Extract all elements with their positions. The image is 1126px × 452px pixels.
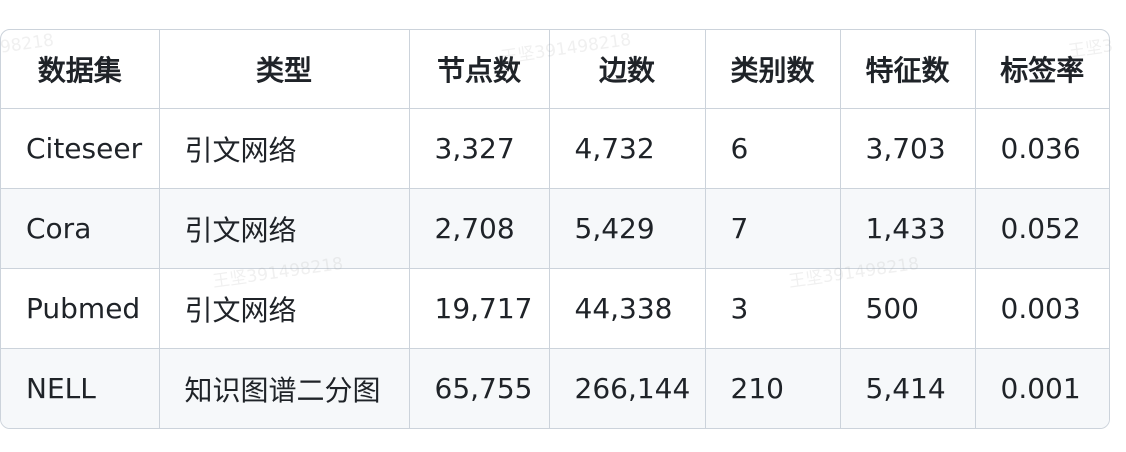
cell-features: 5,414 xyxy=(840,348,976,428)
cell-dataset: Cora xyxy=(1,188,160,269)
table-row: Cora 引文网络 2,708 5,429 7 1,433 0.052 xyxy=(1,188,1109,269)
dataset-statistics-table: 数据集 类型 节点数 边数 类别数 特征数 标签率 Citeseer 引文网络 … xyxy=(1,30,1109,428)
cell-nodes: 2,708 xyxy=(409,188,550,269)
table-row: NELL 知识图谱二分图 65,755 266,144 210 5,414 0.… xyxy=(1,348,1109,428)
cell-type: 引文网络 xyxy=(159,188,410,269)
cell-edges: 4,732 xyxy=(549,108,706,189)
cell-classes: 6 xyxy=(705,108,841,189)
cell-type: 知识图谱二分图 xyxy=(159,348,410,428)
cell-classes: 7 xyxy=(705,188,841,269)
cell-classes: 210 xyxy=(705,348,841,428)
cell-label-rate: 0.052 xyxy=(975,188,1109,269)
header-dataset: 数据集 xyxy=(1,30,160,109)
cell-label-rate: 0.003 xyxy=(975,268,1109,349)
cell-features: 3,703 xyxy=(840,108,976,189)
cell-edges: 44,338 xyxy=(549,268,706,349)
cell-type: 引文网络 xyxy=(159,268,410,349)
cell-edges: 5,429 xyxy=(549,188,706,269)
header-edges: 边数 xyxy=(549,30,706,109)
header-features: 特征数 xyxy=(840,30,976,109)
table-header-row: 数据集 类型 节点数 边数 类别数 特征数 标签率 xyxy=(1,30,1109,109)
cell-dataset: NELL xyxy=(1,348,160,428)
cell-nodes: 3,327 xyxy=(409,108,550,189)
header-classes: 类别数 xyxy=(705,30,841,109)
header-label-rate: 标签率 xyxy=(975,30,1109,109)
table-row: Pubmed 引文网络 19,717 44,338 3 500 0.003 xyxy=(1,268,1109,349)
cell-nodes: 65,755 xyxy=(409,348,550,428)
cell-classes: 3 xyxy=(705,268,841,349)
cell-label-rate: 0.001 xyxy=(975,348,1109,428)
cell-type: 引文网络 xyxy=(159,108,410,189)
cell-dataset: Citeseer xyxy=(1,108,160,189)
data-table-container: 数据集 类型 节点数 边数 类别数 特征数 标签率 Citeseer 引文网络 … xyxy=(0,29,1110,429)
cell-nodes: 19,717 xyxy=(409,268,550,349)
table-row: Citeseer 引文网络 3,327 4,732 6 3,703 0.036 xyxy=(1,108,1109,189)
header-nodes: 节点数 xyxy=(409,30,550,109)
cell-edges: 266,144 xyxy=(549,348,706,428)
cell-dataset: Pubmed xyxy=(1,268,160,349)
cell-features: 500 xyxy=(840,268,976,349)
cell-label-rate: 0.036 xyxy=(975,108,1109,189)
header-type: 类型 xyxy=(159,30,410,109)
cell-features: 1,433 xyxy=(840,188,976,269)
